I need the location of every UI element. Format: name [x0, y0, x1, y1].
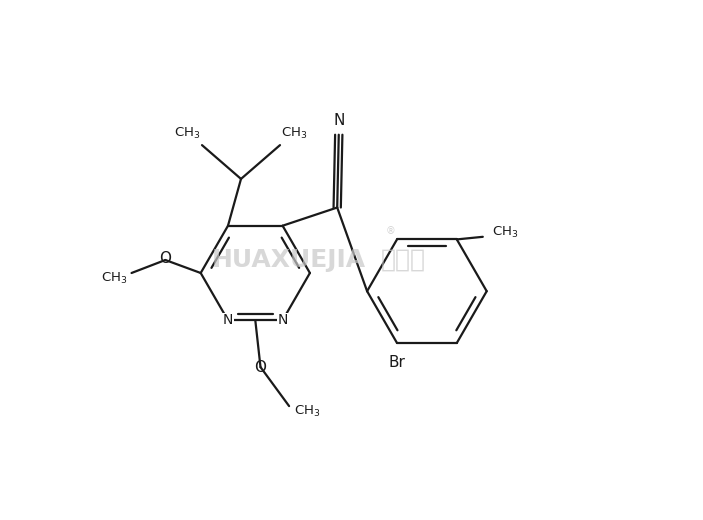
Text: O: O — [254, 360, 266, 374]
Text: N: N — [333, 113, 344, 127]
Text: CH$_3$: CH$_3$ — [101, 270, 128, 286]
Text: ®: ® — [386, 226, 395, 237]
Text: N: N — [278, 313, 288, 327]
Text: CH$_3$: CH$_3$ — [281, 126, 308, 141]
Text: Br: Br — [389, 355, 406, 370]
Text: CH$_3$: CH$_3$ — [294, 404, 321, 419]
Text: 化学加: 化学加 — [381, 248, 426, 272]
Text: CH$_3$: CH$_3$ — [492, 225, 518, 240]
Text: HUAXUEJIA: HUAXUEJIA — [212, 248, 366, 272]
Text: O: O — [160, 251, 172, 266]
Text: CH$_3$: CH$_3$ — [174, 126, 200, 141]
Text: N: N — [223, 313, 233, 327]
